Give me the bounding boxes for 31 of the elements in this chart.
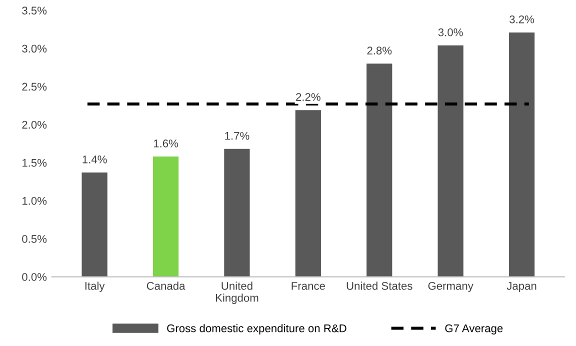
bar xyxy=(152,156,179,277)
bar xyxy=(438,45,464,277)
x-tick-label: Italy xyxy=(85,282,105,292)
y-tick-label: 0.5% xyxy=(22,235,47,243)
y-tick-label: 0.0% xyxy=(22,273,47,281)
bar xyxy=(224,148,250,277)
bar xyxy=(295,110,321,277)
bar xyxy=(366,64,392,277)
y-tick-label: 3.5% xyxy=(22,6,47,15)
data-label: 2.8% xyxy=(367,46,392,55)
bar xyxy=(82,172,108,277)
x-tick-label: United Kingdom xyxy=(216,282,258,304)
bar xyxy=(508,32,535,277)
legend-label: G7 Average xyxy=(445,324,503,334)
y-tick-label: 2.0% xyxy=(22,120,47,129)
y-tick-label: 3.0% xyxy=(22,44,47,53)
y-tick-label: 1.0% xyxy=(22,196,47,205)
data-label: 1.7% xyxy=(225,132,250,140)
data-label: 3.0% xyxy=(438,28,463,36)
x-tick-label: Canada xyxy=(146,282,186,290)
x-tick-label: Japan xyxy=(506,282,536,292)
legend-label: Gross domestic expenditure on R&D xyxy=(167,324,346,334)
data-label: 3.2% xyxy=(510,15,534,24)
y-tick-label: 1.5% xyxy=(22,158,47,167)
data-label: 1.4% xyxy=(82,156,107,164)
x-tick-label: France xyxy=(292,282,325,290)
data-label: 2.2% xyxy=(296,93,320,101)
data-label: 1.6% xyxy=(154,140,178,148)
x-tick-label: Germany xyxy=(428,282,474,292)
x-tick-label: United States xyxy=(346,282,412,290)
y-tick-label: 2.5% xyxy=(22,82,47,91)
